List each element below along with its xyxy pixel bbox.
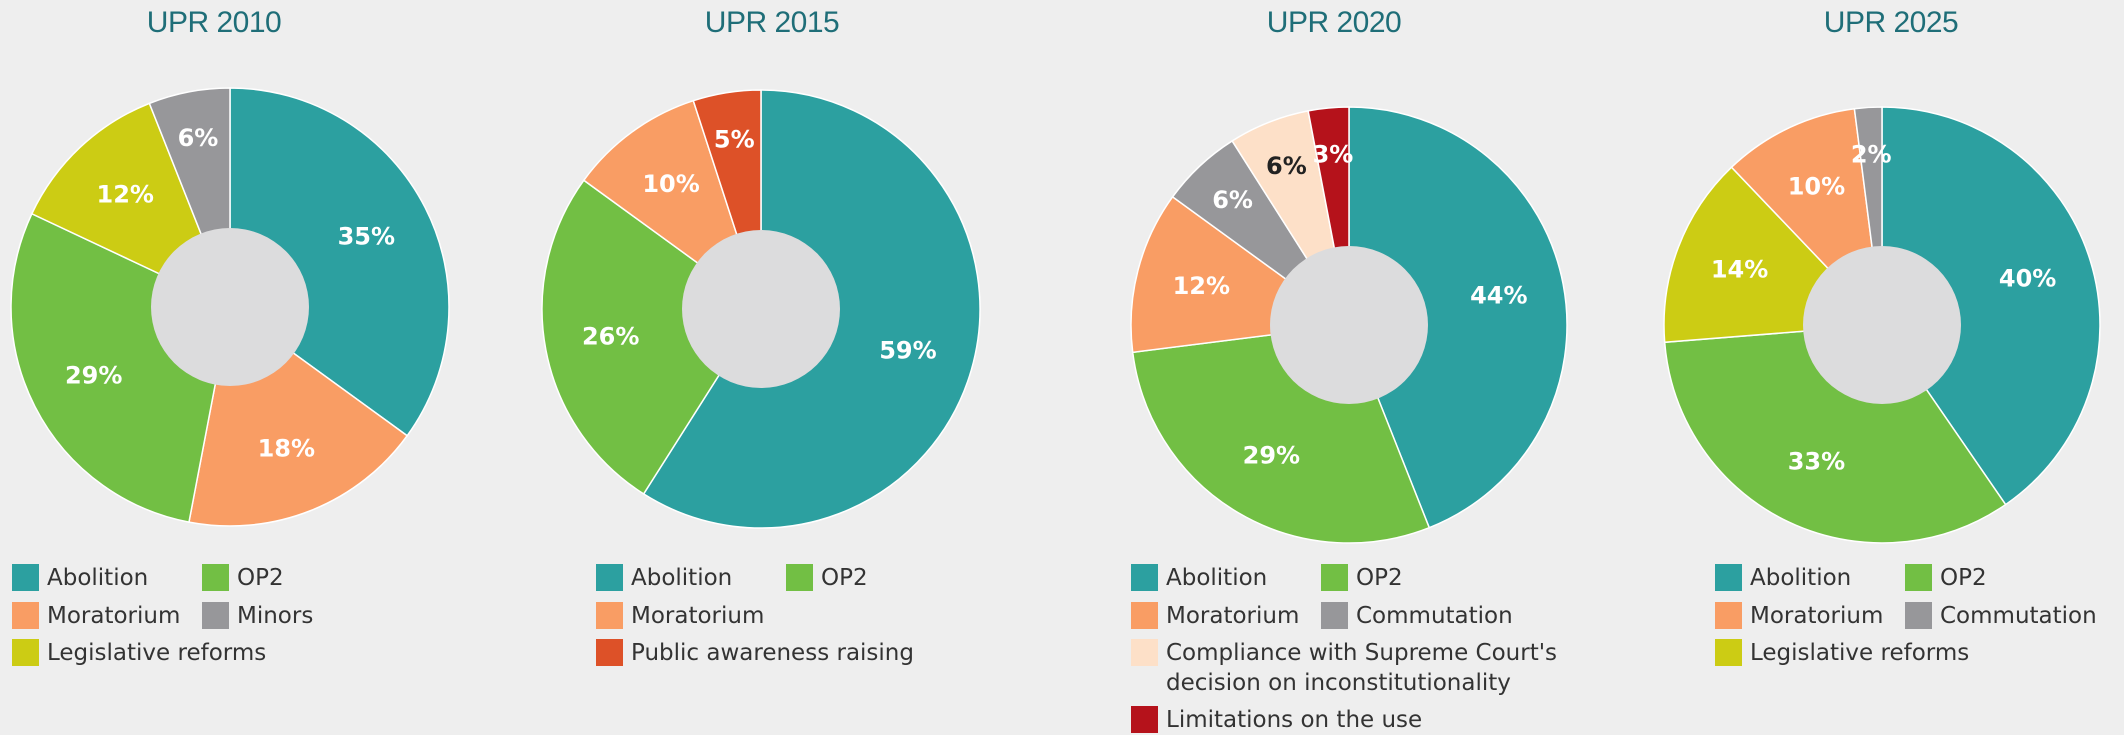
donut-hole xyxy=(1803,246,1961,404)
legend-label: OP2 xyxy=(821,565,868,591)
legend-label: Public awareness raising xyxy=(631,640,914,666)
legend-swatch xyxy=(596,564,623,591)
data-label: 12% xyxy=(1173,272,1230,300)
legend-item: Public awareness raising xyxy=(596,638,914,668)
data-label: 6% xyxy=(178,124,219,152)
legend-label: Moratorium xyxy=(47,603,181,629)
legend-item: Commutation xyxy=(1905,601,2097,631)
data-label: 29% xyxy=(65,361,122,389)
legend-swatch xyxy=(1905,564,1932,591)
legend-label: Minors xyxy=(237,603,314,629)
legend-item: Moratorium xyxy=(12,601,180,631)
data-label: 2% xyxy=(1851,140,1892,168)
legend-swatch xyxy=(1321,602,1348,629)
legend-label: Abolition xyxy=(47,565,149,591)
legend-swatch xyxy=(12,564,39,591)
legend-label: Compliance with Supreme Court's decision… xyxy=(1166,640,1558,696)
legend-item: Abolition xyxy=(1131,563,1267,593)
legend-swatch xyxy=(1321,564,1348,591)
legend-item: Abolition xyxy=(596,563,732,593)
chart-title: UPR 2010 xyxy=(147,6,281,39)
data-label: 33% xyxy=(1788,448,1845,476)
data-label: 6% xyxy=(1266,152,1307,180)
chart-title: UPR 2015 xyxy=(705,6,839,39)
legend-swatch xyxy=(1131,706,1158,733)
legend-label: Limitations on the use xyxy=(1166,707,1423,733)
data-label: 26% xyxy=(582,323,639,351)
data-label: 12% xyxy=(97,180,154,208)
legend-label: Commutation xyxy=(1356,603,1513,629)
donut-hole xyxy=(151,228,309,386)
donut-hole xyxy=(1270,246,1428,404)
data-label: 59% xyxy=(879,337,936,365)
legend-swatch xyxy=(12,602,39,629)
legend-swatch xyxy=(1131,602,1158,629)
data-label: 44% xyxy=(1470,281,1527,309)
donut-hole xyxy=(682,230,840,388)
legend-label: Abolition xyxy=(1750,565,1852,591)
data-label: 10% xyxy=(1788,172,1845,200)
legend-item: Abolition xyxy=(1715,563,1851,593)
legend-swatch xyxy=(1715,564,1742,591)
legend-label: OP2 xyxy=(237,565,284,591)
legend-swatch xyxy=(596,639,623,666)
legend-label: Abolition xyxy=(1166,565,1268,591)
legend-item: Moratorium xyxy=(1131,601,1299,631)
legend-label: Commutation xyxy=(1940,603,2097,629)
data-label: 40% xyxy=(1999,265,2056,293)
data-label: 29% xyxy=(1243,441,1300,469)
legend-item: Legislative reforms xyxy=(1715,638,1969,668)
chart-title: UPR 2020 xyxy=(1267,6,1401,39)
chart-title: UPR 2025 xyxy=(1824,6,1958,39)
legend-item: Moratorium xyxy=(596,601,764,631)
legend-swatch xyxy=(786,564,813,591)
data-label: 35% xyxy=(338,223,395,251)
legend-item: Abolition xyxy=(12,563,148,593)
legend-swatch xyxy=(12,639,39,666)
legend-label: OP2 xyxy=(1356,565,1403,591)
legend-swatch xyxy=(1905,602,1932,629)
legend-label: Moratorium xyxy=(631,603,765,629)
legend-label: Moratorium xyxy=(1166,603,1300,629)
data-label: 3% xyxy=(1313,141,1354,169)
legend-item: OP2 xyxy=(1905,563,1987,593)
legend-swatch xyxy=(202,602,229,629)
legend-swatch xyxy=(596,602,623,629)
data-label: 18% xyxy=(258,434,315,462)
data-label: 14% xyxy=(1711,256,1768,284)
legend-item: Legislative reforms xyxy=(12,638,266,668)
legend-swatch xyxy=(1131,639,1158,666)
pie-slice xyxy=(229,87,450,437)
legend-item: Minors xyxy=(202,601,313,631)
legend-label: Moratorium xyxy=(1750,603,1884,629)
pie-slice xyxy=(1881,106,2101,506)
data-label: 6% xyxy=(1212,186,1253,214)
legend-swatch xyxy=(202,564,229,591)
legend-item: OP2 xyxy=(1321,563,1403,593)
legend-swatch xyxy=(1131,564,1158,591)
legend-swatch xyxy=(1715,639,1742,666)
legend-item: Compliance with Supreme Court's decision… xyxy=(1131,638,1561,698)
legend-swatch xyxy=(1715,602,1742,629)
legend-label: Abolition xyxy=(631,565,733,591)
pie-slice xyxy=(1663,324,2007,544)
data-label: 5% xyxy=(714,125,755,153)
legend-item: OP2 xyxy=(202,563,284,593)
legend-label: Legislative reforms xyxy=(47,640,267,666)
pie-slice xyxy=(541,179,763,495)
legend-item: Moratorium xyxy=(1715,601,1883,631)
legend-item: Commutation xyxy=(1321,601,1513,631)
legend-label: OP2 xyxy=(1940,565,1987,591)
data-label: 10% xyxy=(642,170,699,198)
legend-item: Limitations on the use xyxy=(1131,705,1422,735)
pie-slice xyxy=(1348,106,1568,529)
legend-item: OP2 xyxy=(786,563,868,593)
legend-label: Legislative reforms xyxy=(1750,640,1970,666)
